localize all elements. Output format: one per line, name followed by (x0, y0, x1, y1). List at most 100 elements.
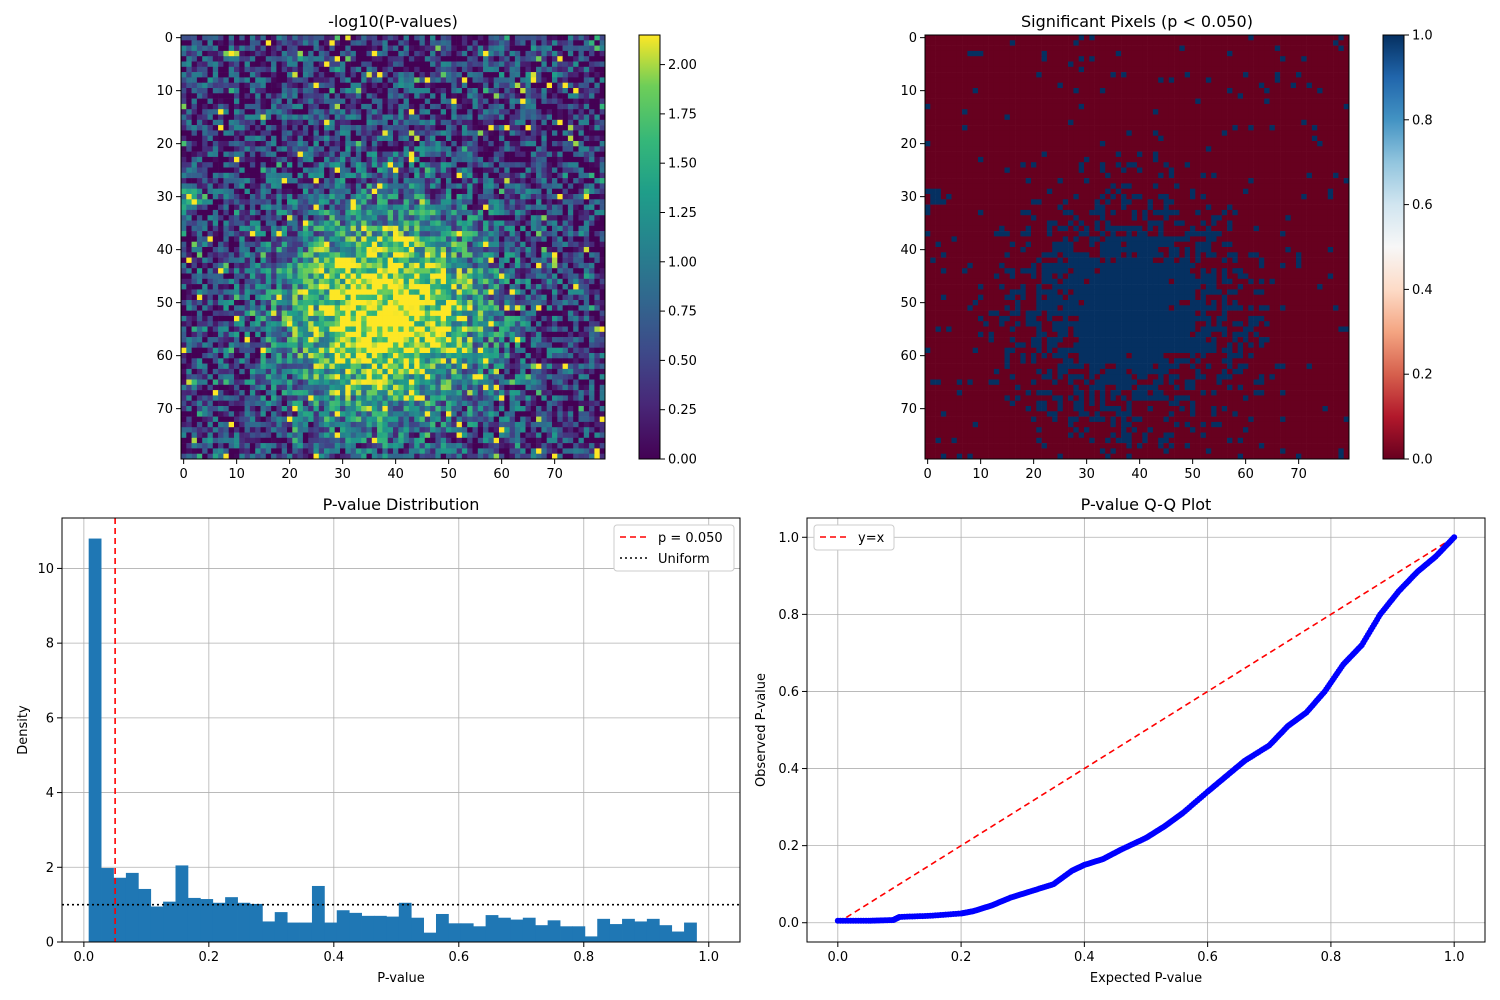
heatmap-cell (456, 199, 463, 205)
heatmap-cell (276, 326, 282, 333)
heatmap-cell (419, 231, 426, 237)
heatmap-cell (265, 40, 272, 46)
heatmap-cell (419, 141, 426, 147)
heatmap-cell (472, 278, 479, 285)
heatmap-cell (265, 257, 272, 264)
heatmap-cell (440, 310, 447, 317)
heatmap-cell (461, 45, 468, 52)
heatmap-cell (504, 204, 510, 211)
heatmap-cell (281, 315, 288, 322)
heatmap-cell (467, 146, 473, 152)
heatmap-cell (382, 225, 388, 232)
heatmap-cell (318, 241, 325, 248)
heatmap-cell (281, 156, 288, 163)
heatmap-cell (456, 61, 463, 68)
heatmap-cell (334, 337, 341, 343)
heatmap-cell (334, 183, 341, 189)
heatmap-cell (355, 321, 362, 327)
heatmap-cell (520, 188, 526, 195)
heatmap-cell (499, 183, 505, 189)
heatmap-cell (514, 262, 521, 269)
heatmap-cell (334, 88, 341, 94)
heatmap-cell (345, 257, 351, 264)
heatmap-cell (398, 45, 404, 52)
heatmap-cell (477, 358, 484, 364)
heatmap-cell (350, 119, 357, 126)
heatmap-cell (276, 331, 282, 338)
heatmap-cell (371, 220, 378, 227)
heatmap-cell (387, 220, 394, 227)
heatmap-cell (567, 135, 574, 142)
heatmap-cell (589, 109, 595, 115)
heatmap-cell (202, 310, 208, 317)
heatmap-cell (446, 209, 452, 216)
heatmap-cell (509, 50, 516, 57)
heatmap-cell (583, 40, 590, 46)
heatmap-cell (228, 310, 235, 317)
heatmap-cell (249, 199, 256, 205)
heatmap-cell (393, 146, 399, 152)
heatmap-cell (499, 225, 505, 232)
heatmap-cell (292, 321, 298, 327)
heatmap-cell (546, 146, 553, 152)
heatmap-cell (244, 199, 251, 205)
heatmap-cell (509, 347, 516, 354)
heatmap-cell (218, 88, 224, 94)
heatmap-cell (514, 151, 521, 158)
heatmap-cell (589, 141, 595, 147)
heatmap-cell (430, 353, 436, 359)
heatmap-cell (276, 257, 282, 264)
heatmap-cell (589, 114, 595, 121)
heatmap-cell (483, 236, 489, 242)
heatmap-cell (223, 315, 229, 322)
heatmap-cell (451, 93, 457, 99)
heatmap-cell (594, 241, 600, 248)
heatmap-cell (393, 61, 399, 68)
heatmap-cell (260, 119, 267, 126)
heatmap-cell (308, 289, 314, 295)
heatmap-cell (186, 40, 192, 46)
heatmap-cell (302, 178, 309, 184)
heatmap-cell (589, 56, 595, 62)
heatmap-cell (408, 220, 415, 227)
heatmap-cell (578, 119, 585, 126)
heatmap-cell (599, 353, 606, 359)
heatmap-cell (382, 358, 388, 364)
heatmap-cell (345, 236, 351, 242)
heatmap-cell (573, 347, 579, 354)
heatmap-cell (308, 331, 314, 338)
heatmap-cell (552, 257, 558, 264)
heatmap-cell (546, 305, 553, 311)
heatmap-cell (578, 125, 585, 131)
heatmap-cell (589, 300, 595, 306)
heatmap-cell (562, 326, 569, 333)
heatmap-cell (186, 278, 192, 285)
heatmap-cell (329, 162, 335, 168)
heatmap-cell (361, 72, 367, 78)
heatmap-cell (329, 262, 335, 269)
heatmap-cell (345, 119, 351, 126)
heatmap-cell (196, 167, 203, 174)
heatmap-cell (430, 119, 436, 126)
heatmap-cell (302, 363, 309, 370)
heatmap-cell (541, 178, 547, 184)
heatmap-cell (297, 321, 304, 327)
heatmap-cell (324, 178, 330, 184)
heatmap-cell (541, 247, 547, 253)
heatmap-cell (578, 262, 585, 269)
heatmap-cell (318, 88, 325, 94)
heatmap-cell (223, 337, 229, 343)
heatmap-cell (234, 353, 240, 359)
heatmap-cell (408, 125, 415, 131)
heatmap-cell (292, 294, 298, 301)
heatmap-cell (281, 56, 288, 62)
heatmap-cell (393, 119, 399, 126)
heatmap-cell (467, 342, 473, 348)
heatmap-cell (207, 225, 214, 232)
heatmap-cell (181, 125, 187, 131)
heatmap-cell (297, 231, 304, 237)
heatmap-cell (202, 268, 208, 274)
heatmap-cell (244, 172, 251, 179)
heatmap-cell (456, 146, 463, 152)
heatmap-cell (218, 146, 224, 152)
